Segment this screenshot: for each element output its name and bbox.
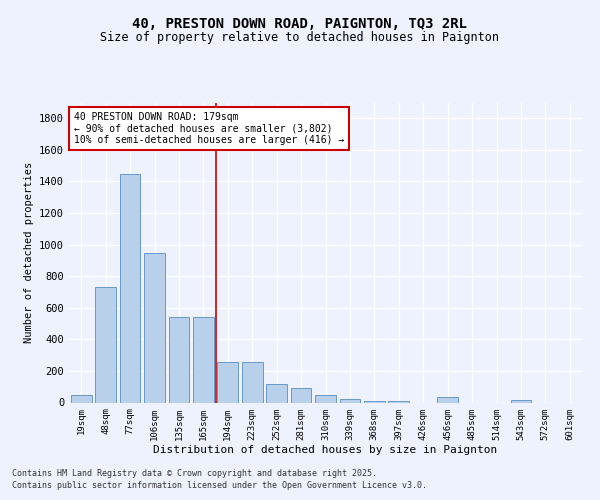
Bar xyxy=(193,317,214,402)
Text: 40 PRESTON DOWN ROAD: 179sqm
← 90% of detached houses are smaller (3,802)
10% of: 40 PRESTON DOWN ROAD: 179sqm ← 90% of de… xyxy=(74,112,344,144)
Bar xyxy=(144,252,165,402)
Bar xyxy=(340,398,361,402)
Text: Contains HM Land Registry data © Crown copyright and database right 2025.: Contains HM Land Registry data © Crown c… xyxy=(12,470,377,478)
Bar xyxy=(119,174,140,402)
X-axis label: Distribution of detached houses by size in Paignton: Distribution of detached houses by size … xyxy=(154,445,497,455)
Y-axis label: Number of detached properties: Number of detached properties xyxy=(23,162,34,343)
Bar xyxy=(315,394,336,402)
Bar xyxy=(169,317,190,402)
Bar xyxy=(437,397,458,402)
Bar xyxy=(71,394,92,402)
Text: Contains public sector information licensed under the Open Government Licence v3: Contains public sector information licen… xyxy=(12,480,427,490)
Bar xyxy=(266,384,287,402)
Text: Size of property relative to detached houses in Paignton: Size of property relative to detached ho… xyxy=(101,31,499,44)
Bar xyxy=(388,401,409,402)
Bar xyxy=(511,400,532,402)
Bar xyxy=(95,287,116,403)
Text: 40, PRESTON DOWN ROAD, PAIGNTON, TQ3 2RL: 40, PRESTON DOWN ROAD, PAIGNTON, TQ3 2RL xyxy=(133,18,467,32)
Bar xyxy=(242,362,263,403)
Bar xyxy=(217,362,238,403)
Bar xyxy=(364,401,385,402)
Bar xyxy=(290,388,311,402)
